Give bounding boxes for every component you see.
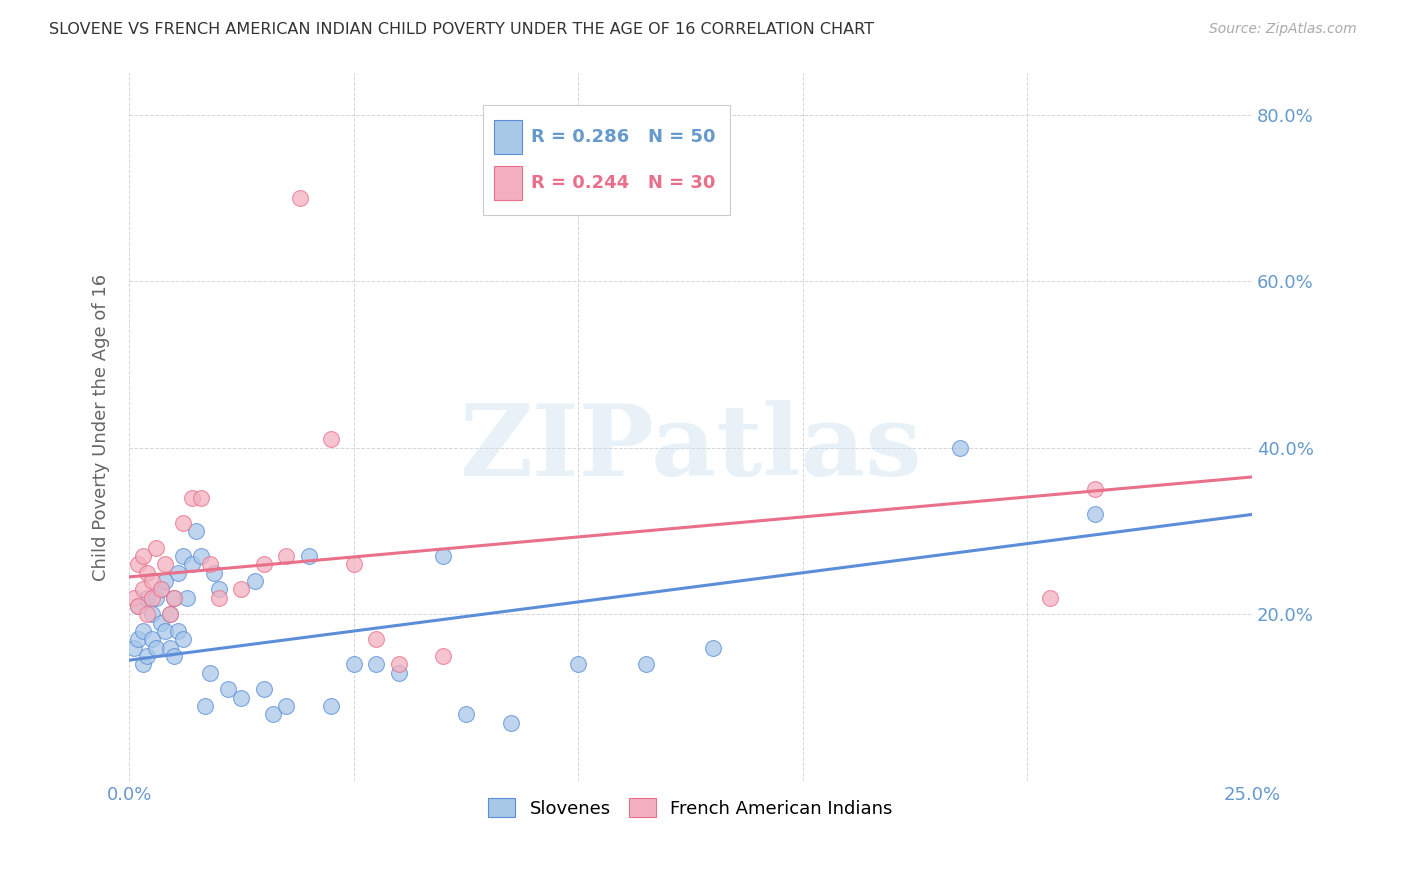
Point [131, 657, 153, 672]
Point [702, 640, 724, 655]
Point [149, 582, 172, 597]
Text: R = 0.286   N = 50: R = 0.286 N = 50 [531, 128, 716, 146]
Point [432, 648, 454, 663]
Point [253, 558, 276, 572]
Point [208, 591, 231, 605]
Point [387, 665, 409, 680]
Y-axis label: Child Poverty Under the Age of 16: Child Poverty Under the Age of 16 [93, 274, 110, 581]
Point [194, 699, 217, 714]
Point [343, 558, 366, 572]
Point [136, 566, 159, 580]
Point [136, 607, 159, 622]
Point [298, 549, 321, 563]
Text: R = 0.244   N = 30: R = 0.244 N = 30 [531, 175, 716, 193]
Point [243, 574, 266, 588]
Point [634, 657, 657, 672]
FancyBboxPatch shape [482, 105, 730, 215]
Point [141, 574, 163, 588]
Point [163, 591, 186, 605]
Point [217, 682, 239, 697]
Point [231, 582, 253, 597]
Point [1084, 508, 1107, 522]
Point [190, 549, 212, 563]
Point [141, 591, 163, 605]
Point [172, 632, 194, 647]
Point [153, 558, 176, 572]
Bar [494, 167, 522, 201]
Point [231, 690, 253, 705]
Point [141, 607, 163, 622]
Point [190, 491, 212, 505]
Point [153, 574, 176, 588]
Point [127, 632, 149, 647]
Point [204, 566, 226, 580]
Point [127, 599, 149, 613]
Point [131, 582, 153, 597]
Text: Source: ZipAtlas.com: Source: ZipAtlas.com [1209, 22, 1357, 37]
Point [167, 624, 190, 638]
Point [172, 549, 194, 563]
Point [153, 624, 176, 638]
Point [198, 558, 221, 572]
Point [262, 707, 284, 722]
Point [122, 591, 145, 605]
Point [276, 549, 298, 563]
Point [499, 715, 522, 730]
Legend: Slovenes, French American Indians: Slovenes, French American Indians [481, 791, 900, 825]
Point [145, 640, 167, 655]
Point [253, 682, 276, 697]
Point [186, 524, 208, 538]
Point [149, 582, 172, 597]
Point [131, 624, 153, 638]
Point [159, 607, 181, 622]
Point [198, 665, 221, 680]
Point [127, 558, 149, 572]
Point [387, 657, 409, 672]
Point [122, 640, 145, 655]
Point [163, 648, 186, 663]
Point [149, 615, 172, 630]
Text: ZIPatlas: ZIPatlas [460, 400, 922, 497]
Point [432, 549, 454, 563]
Point [181, 491, 204, 505]
Point [159, 640, 181, 655]
Point [366, 657, 388, 672]
Point [167, 566, 190, 580]
Point [276, 699, 298, 714]
Point [159, 607, 181, 622]
Point [172, 516, 194, 530]
Text: SLOVENE VS FRENCH AMERICAN INDIAN CHILD POVERTY UNDER THE AGE OF 16 CORRELATION : SLOVENE VS FRENCH AMERICAN INDIAN CHILD … [49, 22, 875, 37]
Point [208, 582, 231, 597]
Point [136, 648, 159, 663]
Point [454, 707, 477, 722]
Bar [494, 120, 522, 154]
Point [145, 541, 167, 555]
Point [321, 433, 343, 447]
Point [136, 591, 159, 605]
Point [163, 591, 186, 605]
Point [176, 591, 198, 605]
Point [131, 549, 153, 563]
Point [567, 657, 589, 672]
Point [1084, 483, 1107, 497]
Point [343, 657, 366, 672]
Point [141, 632, 163, 647]
Point [127, 599, 149, 613]
Point [1039, 591, 1062, 605]
Point [949, 441, 972, 455]
Point [145, 591, 167, 605]
Point [181, 558, 204, 572]
Point [288, 191, 311, 205]
Point [321, 699, 343, 714]
Point [366, 632, 388, 647]
